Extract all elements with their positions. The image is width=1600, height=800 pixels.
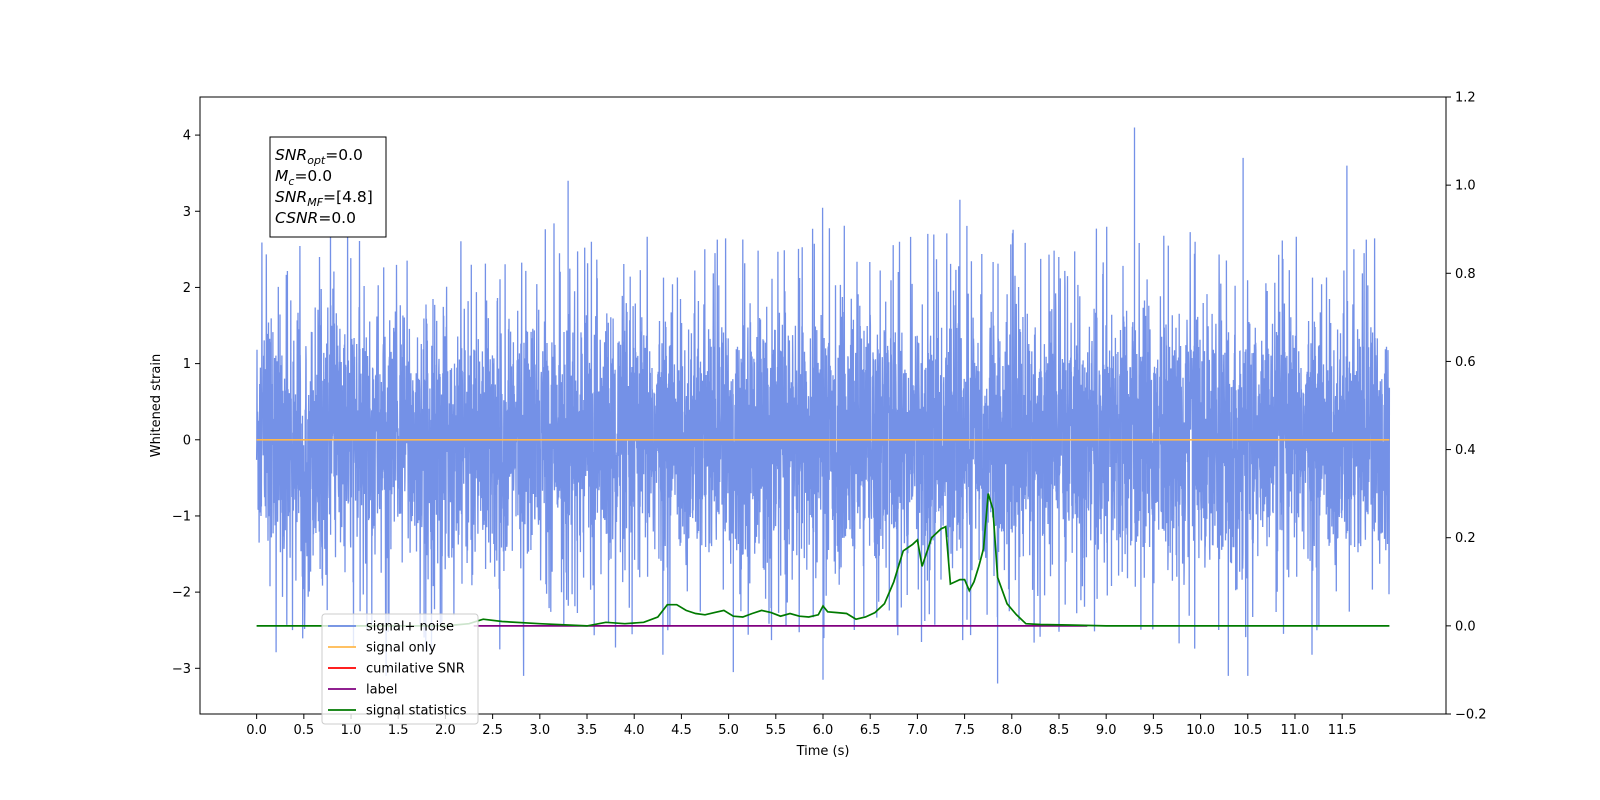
x-tick-label: 1.0 [341, 723, 362, 738]
x-tick-label: 4.0 [624, 723, 645, 738]
x-tick-label: 4.5 [671, 723, 692, 738]
y-axis-left-label: Whitened strain [149, 354, 164, 457]
x-tick-label: 9.5 [1143, 723, 1164, 738]
y-left-tick-label: 0 [183, 433, 191, 448]
x-tick-label: 11.5 [1328, 723, 1357, 738]
y-left-tick-label: 2 [183, 281, 191, 296]
series-layer [255, 127, 1391, 684]
x-tick-label: 0.5 [293, 723, 314, 738]
x-tick-label: 3.5 [577, 723, 598, 738]
y-right-tick-label: 0.8 [1455, 267, 1476, 282]
x-tick-label: 5.0 [718, 723, 739, 738]
y-right-tick-label: −0.2 [1455, 708, 1487, 723]
annotation-frame [269, 136, 387, 238]
x-tick-label: 5.5 [765, 723, 786, 738]
legend-frame [321, 613, 479, 725]
y-left-tick-label: 1 [183, 357, 191, 372]
y-right-tick-label: 0.6 [1455, 355, 1476, 370]
y-left-tick-label: −1 [172, 509, 191, 524]
legend-label: signal only [366, 641, 436, 656]
x-tick-label: 6.0 [813, 723, 834, 738]
x-axis-ticks: 0.0 0.5 1.0 1.5 2.0 2.5 3.0 3.5 4.0 4.5 5.0 5.5 6.0 6… [246, 714, 1357, 738]
y-left-tick-label: 3 [183, 205, 191, 220]
y-left-tick-label: 4 [183, 129, 191, 144]
y-right-tick-label: 0.4 [1455, 443, 1476, 458]
x-tick-label: 1.5 [388, 723, 409, 738]
y-right-tick-label: 1.2 [1455, 91, 1476, 106]
y-right-tick-label: 0.2 [1455, 531, 1476, 546]
y-axis-left-ticks: −3 −2 −1 0 1 2 3 4 [172, 129, 200, 677]
x-tick-label: 3.0 [529, 723, 550, 738]
y-right-tick-label: 1.0 [1455, 179, 1476, 194]
legend-label: signal statistics [366, 704, 467, 719]
x-tick-label: 10.0 [1186, 723, 1215, 738]
x-tick-label: 6.5 [860, 723, 881, 738]
x-tick-label: 8.0 [1001, 723, 1022, 738]
x-tick-label: 0.0 [246, 723, 267, 738]
annotation-line: SNRopt=0.0 [275, 146, 363, 167]
y-left-tick-label: −2 [172, 586, 191, 601]
annotation-line: SNRMF=[4.8] [275, 188, 373, 209]
y-right-tick-label: 0.0 [1455, 619, 1476, 634]
x-tick-label: 11.0 [1280, 723, 1309, 738]
series-signal-statistics [256, 493, 1390, 627]
y-axis-right-ticks: −0.2 0.0 0.2 0.4 0.6 0.8 1.0 1.2 [1446, 91, 1487, 723]
x-tick-label: 10.5 [1233, 723, 1262, 738]
annotation-line: CSNR=0.0 [275, 209, 356, 227]
x-tick-label: 7.5 [954, 723, 975, 738]
series-signal-noise [255, 127, 1391, 684]
y-left-tick-label: −3 [172, 662, 191, 677]
annotation-line: Mc=0.0 [275, 167, 332, 188]
x-tick-label: 8.5 [1049, 723, 1070, 738]
legend-label: signal+ noise [366, 620, 454, 635]
legend-label: cumilative SNR [366, 662, 465, 677]
legend-label: label [366, 683, 397, 698]
x-tick-label: 7.0 [907, 723, 928, 738]
x-tick-label: 9.0 [1096, 723, 1117, 738]
x-axis-label: Time (s) [796, 744, 850, 759]
legend: signal+ noise signal only cumilative SNR la… [321, 613, 479, 725]
x-tick-label: 2.0 [435, 723, 456, 738]
x-tick-label: 2.5 [482, 723, 503, 738]
